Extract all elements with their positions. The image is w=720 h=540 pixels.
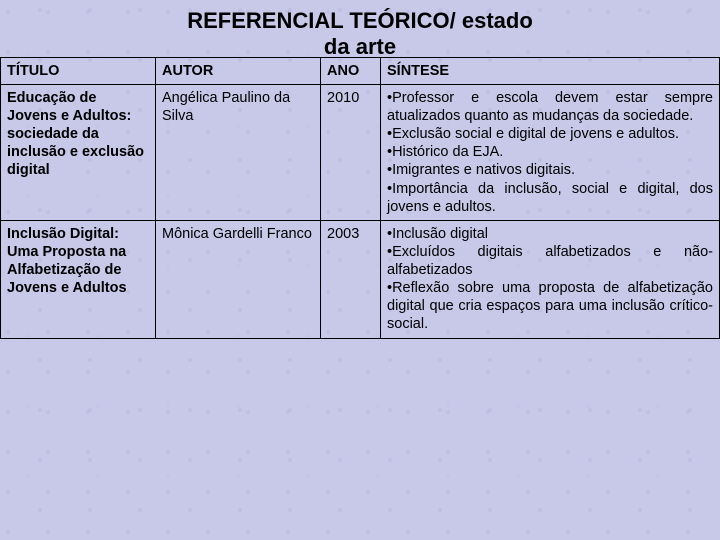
cell-titulo: Educação de Jovens e Adultos: sociedade … [1, 84, 156, 220]
header-autor: AUTOR [156, 57, 321, 84]
table-header-row: TÍTULO AUTOR ANO SÍNTESE [1, 57, 720, 84]
page-title: REFERENCIAL TEÓRICO/ estado da arte [0, 0, 720, 61]
cell-autor: Mônica Gardelli Franco [156, 220, 321, 338]
header-ano: ANO [321, 57, 381, 84]
cell-autor: Angélica Paulino da Silva [156, 84, 321, 220]
sintese-bullet: •Histórico da EJA. [387, 143, 713, 161]
header-sintese: SÍNTESE [381, 57, 720, 84]
sintese-bullet: •Imigrantes e nativos digitais. [387, 161, 713, 179]
cell-sintese: •Inclusão digital •Excluídos digitais al… [381, 220, 720, 338]
reference-table: TÍTULO AUTOR ANO SÍNTESE Educação de Jov… [0, 57, 720, 339]
table-row: Educação de Jovens e Adultos: sociedade … [1, 84, 720, 220]
header-titulo: TÍTULO [1, 57, 156, 84]
sintese-bullet: •Reflexão sobre uma proposta de alfabeti… [387, 279, 713, 333]
cell-titulo: Inclusão Digital: Uma Proposta na Alfabe… [1, 220, 156, 338]
table-row: Inclusão Digital: Uma Proposta na Alfabe… [1, 220, 720, 338]
sintese-bullet: •Importância da inclusão, social e digit… [387, 180, 713, 216]
sintese-bullet: •Professor e escola devem estar sempre a… [387, 89, 713, 125]
title-line-1: REFERENCIAL TEÓRICO/ estado [187, 8, 533, 33]
sintese-bullet: •Inclusão digital [387, 225, 713, 243]
sintese-bullet: •Exclusão social e digital de jovens e a… [387, 125, 713, 143]
sintese-bullet: •Excluídos digitais alfabetizados e não-… [387, 243, 713, 279]
title-line-2: da arte [324, 34, 396, 59]
cell-ano: 2003 [321, 220, 381, 338]
cell-ano: 2010 [321, 84, 381, 220]
cell-sintese: •Professor e escola devem estar sempre a… [381, 84, 720, 220]
